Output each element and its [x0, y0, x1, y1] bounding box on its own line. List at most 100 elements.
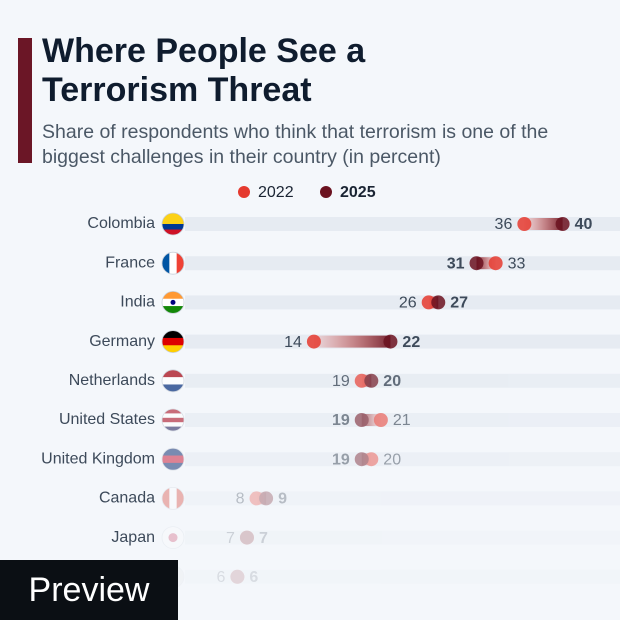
dot-2025 — [431, 295, 446, 310]
dot-2025 — [354, 413, 369, 427]
dot-2025 — [354, 452, 369, 467]
value-label: 20 — [383, 373, 401, 390]
legend-marker — [238, 186, 250, 198]
value-label: 8 — [236, 491, 245, 508]
value-label: 22 — [402, 334, 420, 351]
flag-stripe — [162, 224, 184, 230]
dot-2022 — [354, 373, 369, 388]
value-label: 36 — [495, 216, 513, 233]
flag-dot — [168, 533, 178, 543]
category-label: United Kingdom — [41, 450, 155, 467]
dot-2025 — [383, 334, 398, 349]
value-label: 26 — [399, 295, 417, 312]
dot-2025 — [469, 256, 484, 271]
flag-ring — [161, 447, 185, 471]
flag-ring — [161, 526, 185, 549]
flag-dot — [170, 299, 176, 305]
connector — [313, 335, 391, 348]
category-label: Canada — [99, 490, 155, 507]
dot-2025 — [230, 569, 245, 584]
legend-label: 2022 — [258, 184, 294, 201]
value-label: 33 — [508, 255, 526, 272]
chart-title: Where People See a Terrorism Threat — [42, 32, 366, 109]
flag-stripe — [162, 422, 184, 428]
flag-stripe — [162, 229, 184, 235]
accent-bar — [18, 38, 32, 163]
value-label: 7 — [259, 530, 268, 547]
value-label: 40 — [575, 216, 593, 233]
category-label: United States — [59, 411, 155, 428]
track — [185, 530, 620, 545]
row: 26 27 — [161, 290, 620, 314]
category-label: Japan — [111, 529, 155, 546]
flag-stripe — [162, 413, 184, 419]
track — [185, 413, 620, 427]
flag-ring — [161, 369, 185, 393]
dot-2022 — [239, 530, 254, 545]
flag — [162, 487, 184, 510]
dot-2022 — [421, 295, 436, 310]
track — [185, 373, 620, 388]
dot-2025 — [364, 373, 379, 388]
flag — [162, 291, 184, 314]
flag-stripe — [162, 252, 170, 275]
flag-stripe — [162, 306, 184, 314]
flag-stripe — [162, 345, 184, 353]
flag-stripe — [176, 252, 184, 275]
category-label: Netherlands — [69, 372, 155, 389]
flag-stripe — [162, 541, 184, 549]
flag-stripe — [162, 218, 184, 225]
flag-stripe — [162, 448, 184, 457]
category-label: Colombia — [87, 215, 155, 232]
flag-stripe — [176, 487, 184, 510]
flag — [162, 369, 184, 392]
flag-stripe — [169, 487, 178, 510]
flag-stripe — [162, 426, 184, 431]
row: 19 20 — [161, 447, 620, 471]
dot-2025 — [555, 217, 570, 231]
track — [185, 295, 620, 310]
flag-stripe — [162, 291, 184, 300]
flag-stripe — [162, 533, 184, 542]
flag-ring — [161, 212, 185, 236]
dot-2022 — [230, 569, 245, 584]
flag-stripe — [162, 330, 184, 339]
flag-ring — [161, 330, 185, 354]
track — [185, 217, 620, 231]
track — [185, 452, 620, 467]
track — [185, 334, 620, 349]
value-label: 19 — [332, 451, 350, 468]
dot-2025 — [259, 491, 274, 506]
flag-stripe — [162, 455, 184, 464]
connector — [256, 492, 267, 505]
value-label: 7 — [226, 530, 235, 547]
flag-stripe — [162, 526, 184, 535]
flag-stripe — [162, 462, 184, 471]
flag-stripe — [162, 213, 184, 219]
dot-2022 — [373, 413, 388, 427]
flag — [162, 526, 184, 549]
value-label: 9 — [278, 491, 287, 508]
flag-stripe — [169, 252, 178, 275]
legend-marker — [320, 186, 332, 198]
dot-2025 — [239, 530, 254, 545]
value-label: 14 — [284, 334, 302, 351]
preview-badge: Preview — [0, 560, 178, 620]
track — [185, 491, 620, 506]
value-label: 6 — [249, 569, 258, 586]
value-label: 19 — [332, 373, 350, 390]
value-label: 21 — [393, 412, 411, 429]
flag — [162, 409, 184, 431]
connector — [361, 453, 372, 466]
track — [185, 569, 620, 584]
category-label: Germany — [89, 333, 155, 350]
flag — [162, 213, 184, 235]
flag-stripe — [162, 417, 184, 423]
row: 36 40 — [161, 212, 620, 236]
flag — [162, 330, 184, 353]
legend-label: 2025 — [340, 184, 376, 201]
